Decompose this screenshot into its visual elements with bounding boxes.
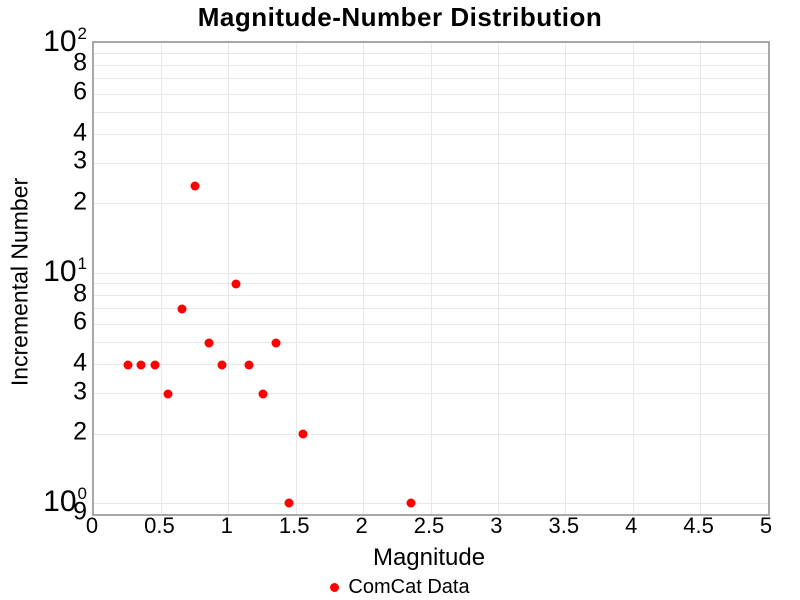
legend: ComCat Data: [0, 576, 800, 598]
y-tick-label-minor: 3: [73, 146, 87, 175]
y-tick-base: 10: [43, 485, 77, 519]
chart-title: Magnitude-Number Distribution: [197, 2, 603, 32]
data-point: [258, 389, 267, 399]
y-tick-label-minor: 4: [73, 348, 87, 377]
data-point: [177, 304, 187, 314]
y-gridline: [94, 134, 768, 136]
x-gridline: [295, 43, 297, 514]
x-tick-label: 0.5: [144, 513, 175, 538]
x-tick-label: 3: [490, 513, 503, 538]
x-gridline: [565, 43, 567, 514]
y-tick-label-minor: 8: [73, 48, 87, 77]
y-gridline: [94, 364, 768, 366]
x-tick-label: 3.5: [548, 513, 580, 538]
y-tick-exponent: 2: [77, 24, 87, 43]
legend-marker-icon: [330, 582, 340, 592]
y-gridline: [94, 203, 768, 205]
y-tick-label-decade: 102: [0, 25, 87, 57]
y-gridline: [94, 295, 768, 297]
y-tick-base: 10: [43, 25, 77, 58]
y-gridline: [94, 342, 768, 344]
data-point: [163, 389, 173, 399]
y-gridline: [94, 111, 768, 113]
y-tick-label-minor: 4: [73, 118, 87, 147]
data-point: [190, 181, 200, 191]
data-point: [150, 360, 160, 370]
x-gridline: [700, 43, 702, 514]
y-gridline: [94, 283, 768, 285]
y-tick-label-minor: 9: [73, 497, 87, 526]
y-tick-label-minor: 2: [73, 187, 87, 216]
x-tick-label: 2: [355, 513, 368, 538]
x-axis-label: Magnitude: [372, 544, 486, 571]
y-gridline: [94, 433, 768, 435]
x-gridline: [160, 43, 162, 514]
data-point: [217, 360, 227, 370]
x-tick-label: 5: [759, 513, 773, 538]
y-gridline: [94, 162, 768, 164]
x-gridline: [430, 43, 432, 514]
y-gridline: [94, 502, 768, 504]
y-gridline: [94, 323, 768, 325]
y-tick-label-decade: 101: [0, 255, 87, 287]
x-tick-label: 4: [625, 513, 638, 538]
data-point: [271, 338, 281, 348]
data-point: [284, 498, 294, 508]
x-gridline: [632, 43, 634, 514]
data-point: [123, 360, 133, 370]
x-gridline: [363, 43, 365, 514]
y-tick-label-decade: 100: [0, 485, 87, 517]
x-gridline: [228, 43, 230, 514]
x-gridline: [497, 43, 499, 514]
data-point: [231, 279, 241, 289]
x-tick-label: 2.5: [413, 513, 445, 538]
legend-label: ComCat Data: [348, 576, 470, 598]
y-tick-base: 10: [43, 255, 77, 289]
y-tick-label-minor: 2: [73, 417, 87, 446]
plot-area: [92, 41, 770, 516]
y-tick-label-minor: 3: [73, 377, 87, 406]
y-tick-exponent: 0: [77, 484, 87, 504]
y-gridline: [94, 272, 768, 274]
y-gridline: [94, 308, 768, 310]
x-tick-label: 0: [85, 513, 99, 538]
data-point: [244, 360, 254, 370]
y-gridline: [94, 64, 768, 66]
data-point: [136, 360, 146, 370]
y-gridline: [94, 53, 768, 55]
y-tick-label-minor: 6: [73, 307, 87, 336]
data-point: [406, 498, 416, 508]
data-point: [204, 338, 214, 348]
y-gridline: [94, 393, 768, 395]
x-tick-label: 1.5: [278, 513, 310, 538]
data-point: [298, 429, 308, 439]
y-gridline: [94, 93, 768, 95]
x-tick-label: 4.5: [683, 513, 714, 538]
x-tick-label: 1: [220, 513, 233, 538]
y-tick-label-minor: 6: [73, 77, 87, 106]
y-tick-exponent: 1: [77, 254, 87, 274]
y-gridline: [94, 78, 768, 80]
y-tick-label-minor: 8: [73, 279, 87, 308]
